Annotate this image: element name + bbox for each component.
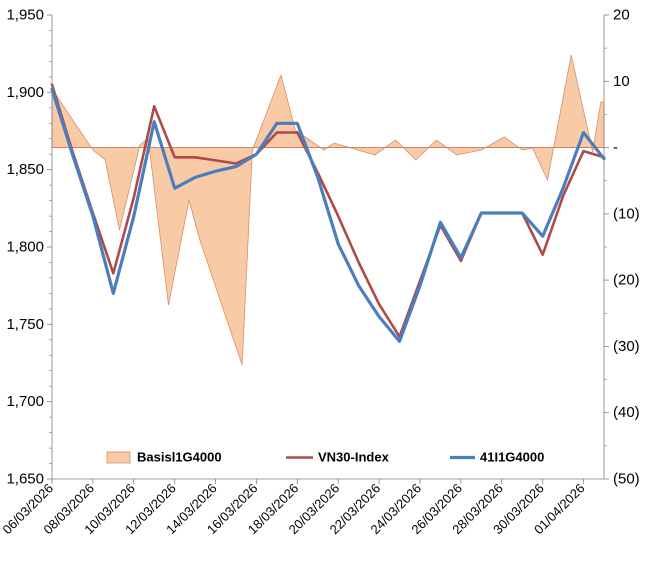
svg-text:1,750: 1,750: [6, 316, 44, 333]
svg-text:20: 20: [613, 7, 630, 24]
svg-text:Basisl1G4000: Basisl1G4000: [137, 450, 222, 465]
svg-text:41I1G4000: 41I1G4000: [480, 450, 544, 465]
svg-text:1,950: 1,950: [6, 7, 44, 24]
svg-text:1,850: 1,850: [6, 161, 44, 178]
svg-text:VN30-Index: VN30-Index: [318, 450, 390, 465]
svg-text:-: -: [613, 139, 618, 156]
svg-text:1,650: 1,650: [6, 471, 44, 488]
svg-text:10: 10: [613, 73, 630, 90]
svg-text:(10): (10): [613, 205, 640, 222]
svg-text:(40): (40): [613, 404, 640, 421]
svg-text:(50): (50): [613, 471, 640, 488]
svg-text:1,800: 1,800: [6, 239, 44, 256]
svg-text:(20): (20): [613, 272, 640, 289]
svg-text:1,700: 1,700: [6, 393, 44, 410]
svg-text:1,900: 1,900: [6, 84, 44, 101]
svg-text:(30): (30): [613, 338, 640, 355]
